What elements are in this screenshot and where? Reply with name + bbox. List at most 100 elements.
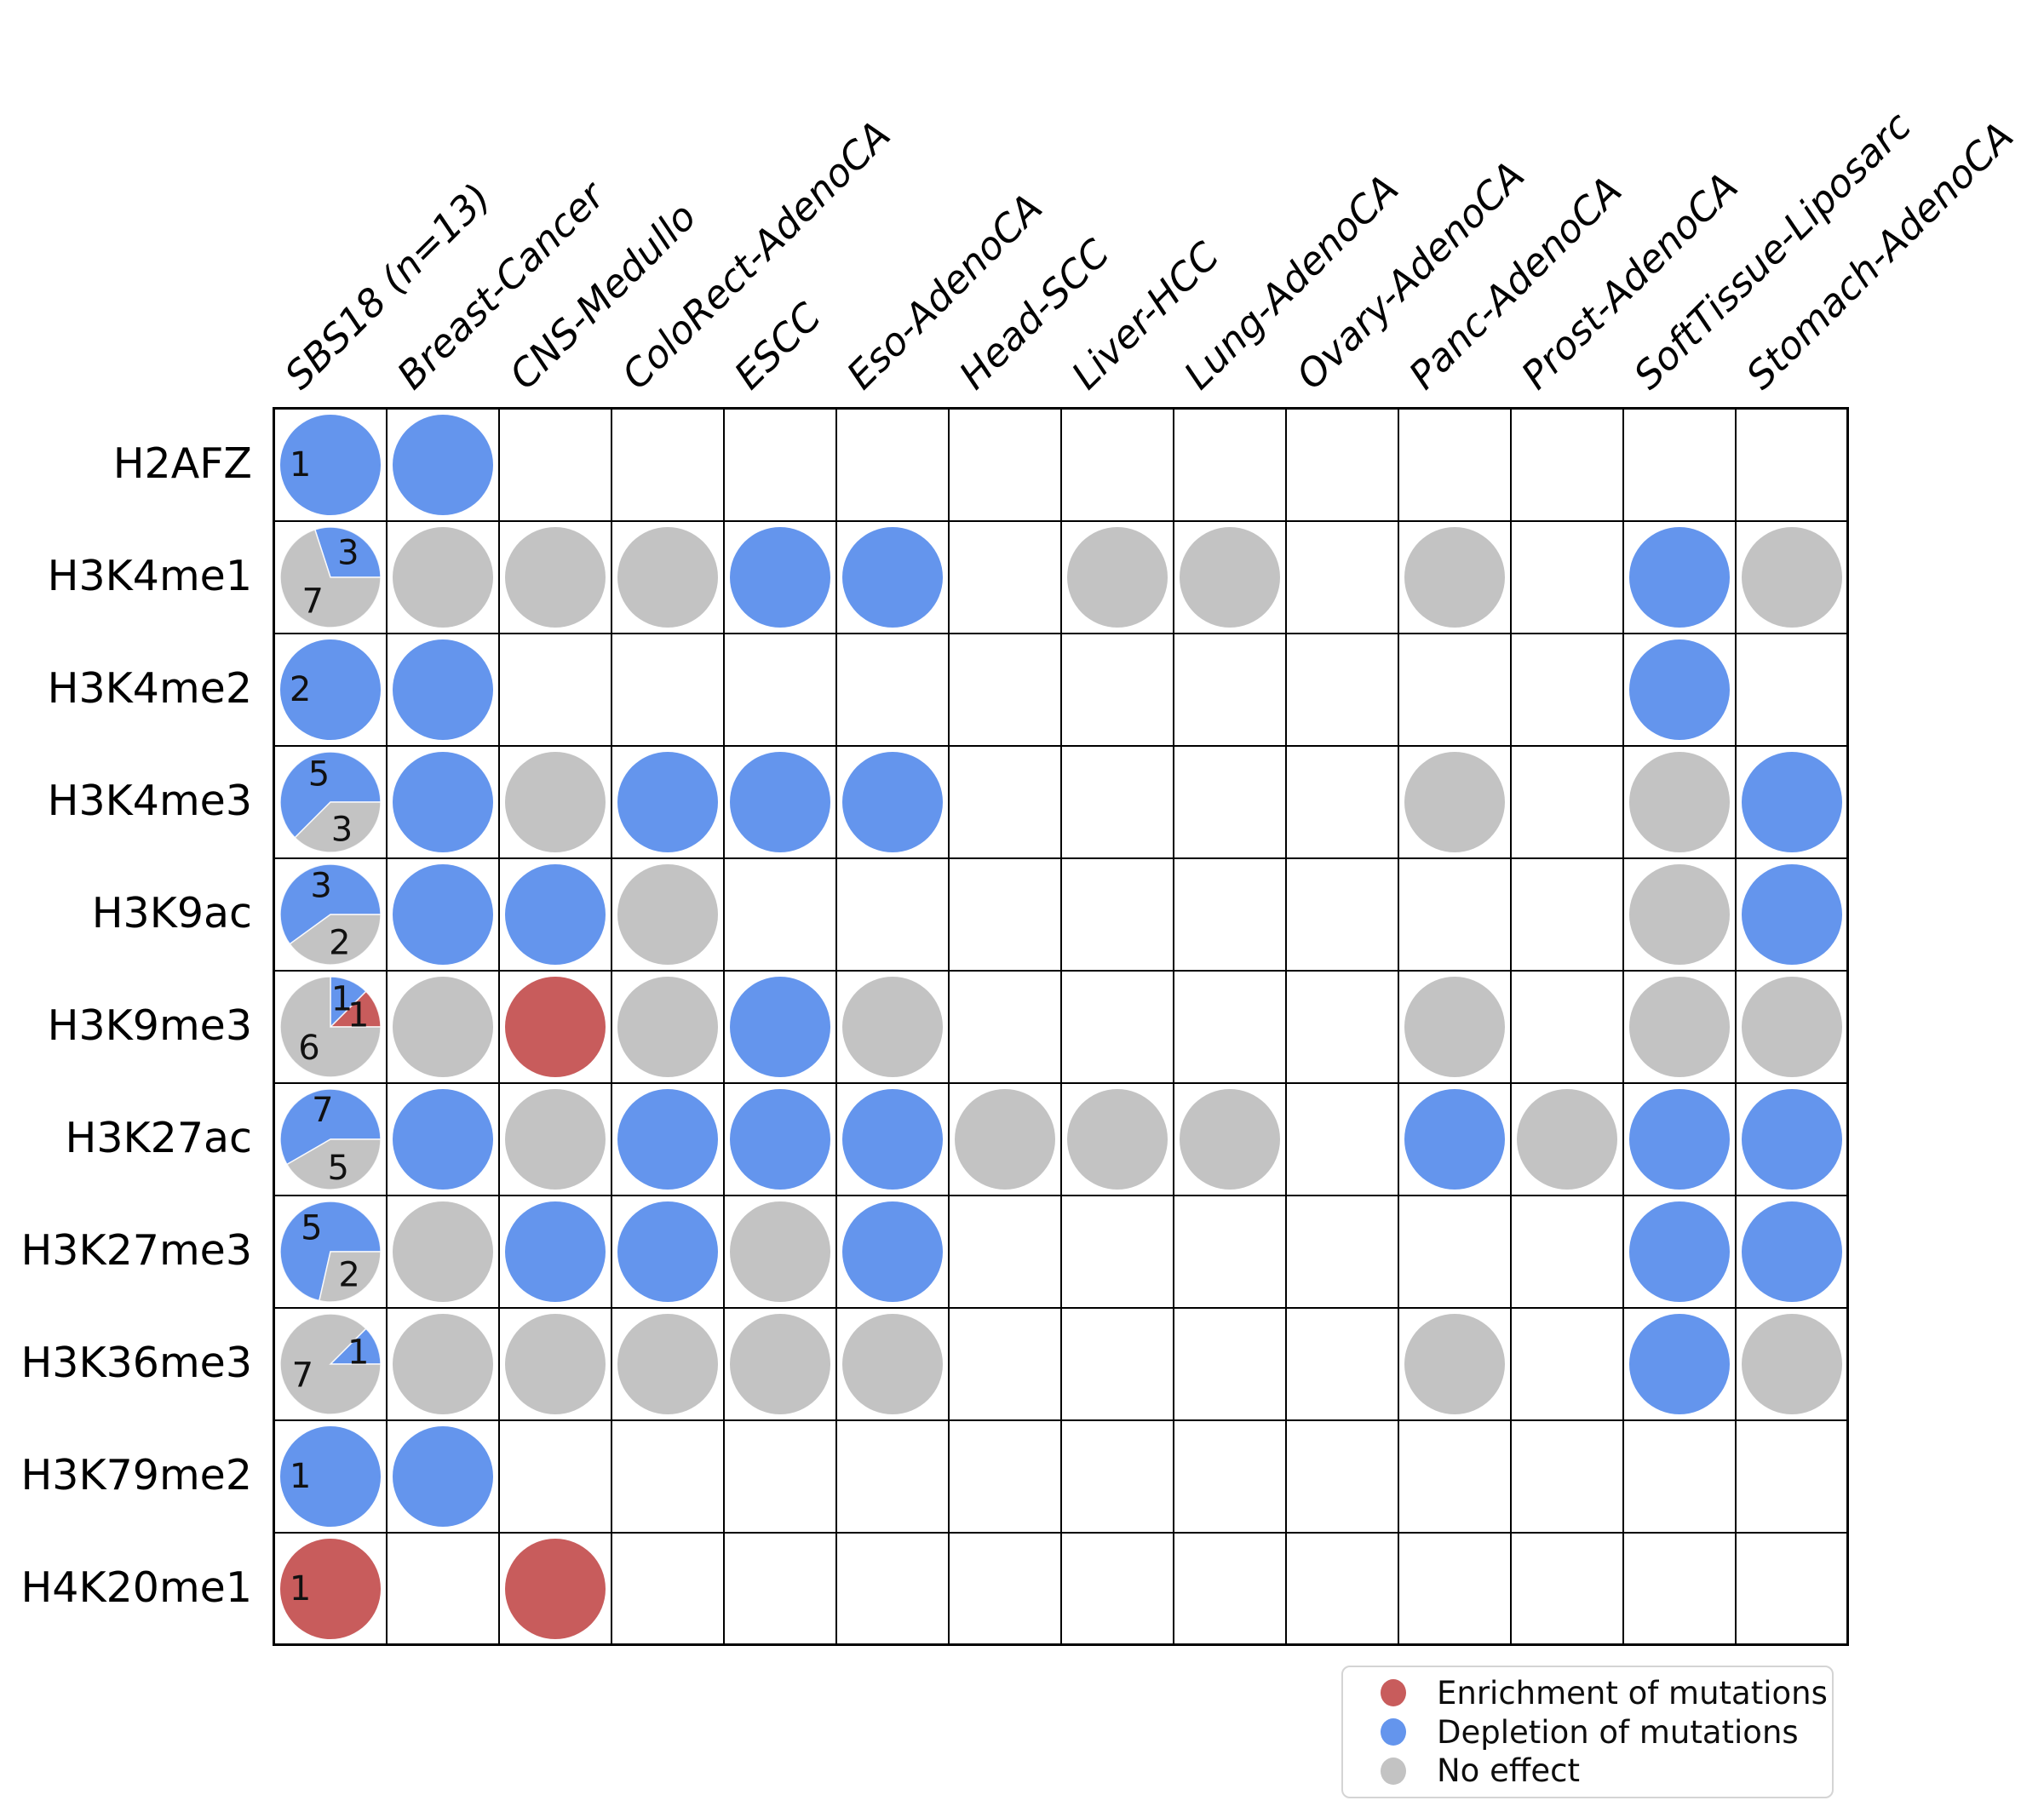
pie-slice-no_effect <box>617 527 718 628</box>
pie-slice-no_effect <box>1404 527 1505 628</box>
effect-circle <box>505 864 606 965</box>
matrix-cell <box>1062 1534 1174 1646</box>
matrix-cell <box>1174 1309 1287 1421</box>
matrix-cell <box>1512 634 1624 747</box>
matrix-cell <box>388 747 500 859</box>
row-label: H3K27ac <box>65 1113 252 1162</box>
matrix-cell <box>1174 1196 1287 1309</box>
pie-chart: 52 <box>279 1201 382 1303</box>
pie-slice-no_effect <box>1629 977 1730 1077</box>
matrix-cell <box>837 859 950 972</box>
pie-chart: 37 <box>279 526 382 628</box>
column-header: ESCC <box>725 294 830 399</box>
matrix-cell <box>837 1309 950 1421</box>
effect-circle <box>505 752 606 852</box>
effect-circle <box>1404 752 1505 852</box>
effect-circle <box>505 1314 606 1414</box>
effect-circle: 1 <box>280 1426 381 1527</box>
matrix-cell <box>500 747 612 859</box>
effect-circle <box>842 1201 943 1302</box>
pie-slice-depletion <box>280 415 381 515</box>
pie-slice-depletion <box>280 639 381 740</box>
effect-circle <box>505 1538 606 1639</box>
matrix-cell <box>1624 634 1737 747</box>
pie-slice-label: 1 <box>347 1333 369 1373</box>
matrix-cell <box>1174 634 1287 747</box>
matrix-cell <box>500 1421 612 1534</box>
matrix-cell <box>612 410 725 522</box>
matrix-cell <box>1624 1196 1737 1309</box>
matrix-cell: 1 <box>275 1534 388 1646</box>
pie-slice-no_effect <box>1404 1314 1505 1414</box>
matrix-cell <box>1512 1196 1624 1309</box>
effect-circle <box>1629 977 1730 1077</box>
matrix-cell <box>1062 1196 1174 1309</box>
matrix-cell <box>1624 972 1737 1084</box>
matrix-cell <box>388 972 500 1084</box>
pie-slice-no_effect <box>393 1314 493 1414</box>
pie-slice-enrichment <box>505 977 606 1077</box>
legend-item-label: Depletion of mutations <box>1437 1713 1799 1751</box>
pie-slice-no_effect <box>505 527 606 628</box>
effect-circle <box>393 1089 493 1190</box>
matrix-cell: 2 <box>275 634 388 747</box>
matrix-cell <box>950 972 1062 1084</box>
pie-slice-label: 2 <box>338 1256 359 1295</box>
legend-item: No effect <box>1381 1752 1832 1789</box>
effect-circle <box>393 752 493 852</box>
effect-circle <box>842 527 943 628</box>
matrix-cell <box>612 747 725 859</box>
matrix-cell <box>1399 972 1512 1084</box>
matrix-cell <box>1624 1421 1737 1534</box>
matrix-cell <box>950 410 1062 522</box>
matrix-cell <box>1287 1084 1399 1196</box>
pie-slice-depletion <box>617 1089 718 1190</box>
matrix-cell <box>500 1534 612 1646</box>
matrix-cell <box>500 859 612 972</box>
matrix-cell <box>950 859 1062 972</box>
legend-marker-no-effect <box>1381 1757 1406 1785</box>
matrix-cell <box>388 1309 500 1421</box>
effect-circle <box>1629 639 1730 740</box>
pie-slice-depletion <box>842 1089 943 1190</box>
pie-slice-depletion <box>280 1426 381 1527</box>
matrix-cell <box>388 1084 500 1196</box>
effect-circle: 2 <box>280 639 381 740</box>
pie-chart: 75 <box>279 1088 382 1190</box>
matrix-cell <box>1174 747 1287 859</box>
pie-slice-depletion <box>617 752 718 852</box>
pie-slice-no_effect <box>289 914 382 966</box>
matrix-cell <box>388 1421 500 1534</box>
pie-slice-no_effect <box>842 1314 943 1414</box>
matrix-cell <box>725 1309 837 1421</box>
matrix-cell <box>837 634 950 747</box>
pie-slice-depletion <box>842 1201 943 1302</box>
pie-slice-enrichment <box>505 1538 606 1639</box>
pie-slice-no_effect <box>1741 977 1842 1077</box>
pie-slice-label: 1 <box>347 996 369 1035</box>
effect-circle <box>617 1089 718 1190</box>
matrix-cell <box>612 1309 725 1421</box>
pie-slice-depletion <box>393 1426 493 1527</box>
matrix-cell <box>612 859 725 972</box>
matrix-cell <box>1287 1309 1399 1421</box>
pie-slice-no_effect <box>285 1138 382 1190</box>
matrix-cell <box>950 1309 1062 1421</box>
matrix-cell <box>950 1084 1062 1196</box>
pie-slice-label: 2 <box>290 670 311 709</box>
pie-slice-no_effect <box>505 1089 606 1190</box>
effect-circle <box>505 1201 606 1302</box>
matrix-cell <box>1399 859 1512 972</box>
matrix-cell <box>1624 1084 1737 1196</box>
matrix-cell <box>837 1421 950 1534</box>
effect-circle <box>1404 1089 1505 1190</box>
pie-slice-depletion <box>313 526 382 578</box>
matrix-cell <box>1287 1196 1399 1309</box>
matrix-cell <box>388 634 500 747</box>
pie-slice-depletion <box>279 1088 382 1166</box>
